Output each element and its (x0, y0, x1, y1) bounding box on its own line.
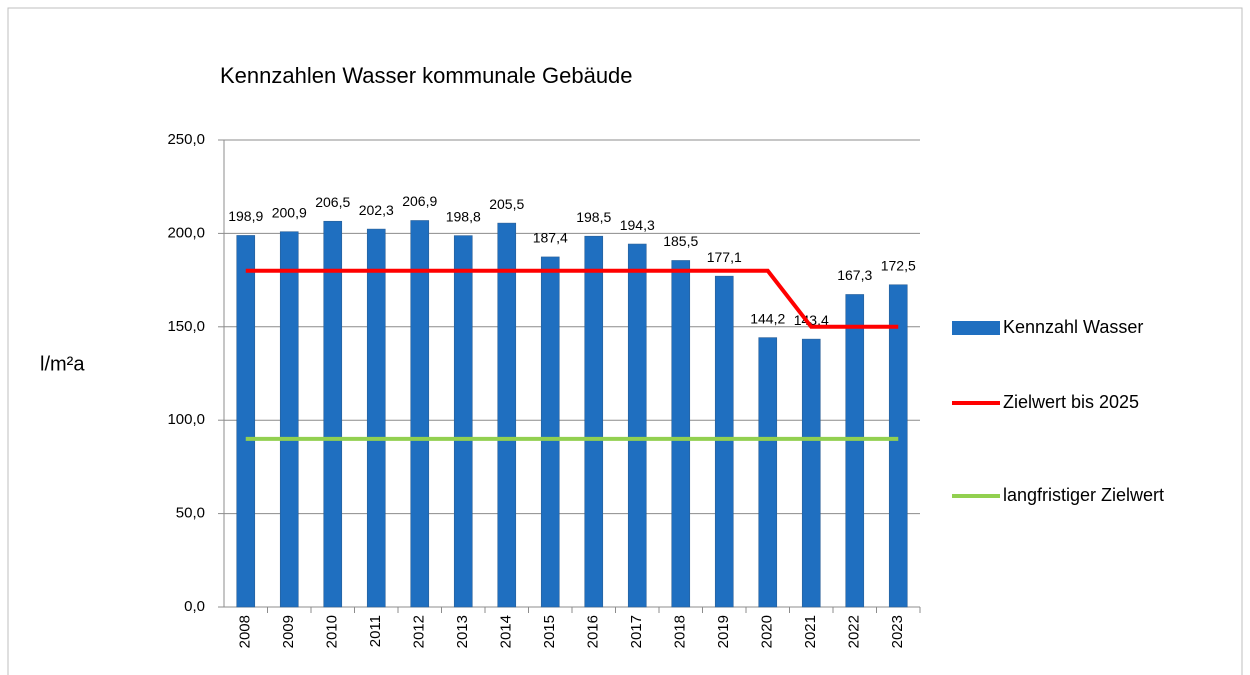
bar (888, 284, 908, 608)
x-tick-label: 2012 (411, 615, 428, 648)
x-tick-label: 2023 (889, 615, 906, 648)
data-label: 187,4 (533, 230, 568, 246)
bar (279, 231, 299, 608)
legend-swatch (952, 321, 1000, 335)
bar (236, 235, 256, 608)
bar (627, 243, 647, 608)
x-tick-label: 2009 (280, 615, 297, 648)
bar (366, 228, 386, 608)
x-tick-label: 2014 (498, 615, 515, 648)
bar (758, 337, 778, 608)
x-tick-label: 2020 (759, 615, 776, 648)
bar (584, 235, 604, 608)
bar (323, 220, 343, 608)
data-label: 206,5 (315, 194, 350, 210)
bar (845, 294, 865, 608)
data-label: 206,9 (402, 193, 437, 209)
x-tick-label: 2017 (628, 615, 645, 648)
chart-title: Kennzahlen Wasser kommunale Gebäude (220, 63, 633, 88)
y-tick-label: 50,0 (176, 505, 205, 522)
y-tick-label: 200,0 (167, 224, 205, 241)
x-tick-label: 2010 (324, 615, 341, 648)
data-label: 198,5 (576, 209, 611, 225)
x-tick-label: 2013 (454, 615, 471, 648)
x-tick-label: 2016 (585, 615, 602, 648)
x-tick-label: 2011 (367, 615, 384, 647)
x-tick-label: 2018 (672, 615, 689, 648)
bar (410, 220, 430, 608)
data-label: 185,5 (663, 233, 698, 249)
bar (540, 256, 560, 608)
bar (714, 275, 734, 608)
data-label: 198,8 (446, 208, 481, 224)
x-tick-label: 2019 (715, 615, 732, 648)
x-tick-label: 2008 (237, 615, 254, 648)
data-label: 205,5 (489, 196, 524, 212)
bar (453, 235, 473, 608)
y-tick-label: 150,0 (167, 318, 205, 335)
line-series (245, 268, 899, 329)
data-label: 172,5 (881, 257, 916, 273)
chart-frame (7, 7, 1243, 675)
data-label: 200,9 (272, 204, 307, 220)
data-label: 198,9 (228, 208, 263, 224)
legend-label: Kennzahl Wasser (1003, 317, 1143, 337)
data-label: 202,3 (359, 202, 394, 218)
y-tick-label: 250,0 (167, 131, 205, 148)
x-tick-label: 2022 (846, 615, 863, 648)
data-label: 177,1 (707, 249, 742, 265)
y-axis-label: l/m²a (40, 353, 85, 375)
data-label: 144,2 (750, 310, 785, 326)
y-tick-label: 0,0 (184, 598, 205, 615)
legend-label: Zielwert bis 2025 (1003, 392, 1139, 412)
data-label: 194,3 (620, 217, 655, 233)
x-tick-label: 2021 (802, 615, 819, 648)
bar (801, 338, 821, 608)
x-tick-label: 2015 (541, 615, 558, 648)
bar (497, 222, 517, 608)
data-label: 167,3 (837, 267, 872, 283)
bar (671, 260, 691, 608)
y-tick-label: 100,0 (167, 411, 205, 428)
legend-label: langfristiger Zielwert (1003, 485, 1164, 505)
